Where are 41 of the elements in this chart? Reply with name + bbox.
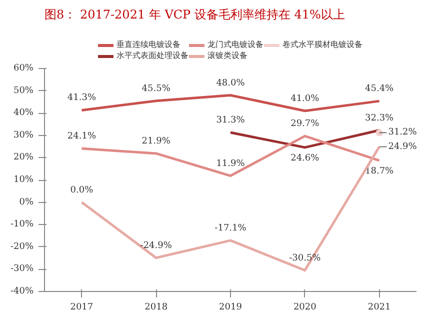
y-tick-label: -40% [10, 286, 34, 296]
data-label: 29.7% [290, 119, 320, 130]
data-label: 45.5% [142, 84, 171, 94]
data-label: 18.7% [365, 166, 394, 177]
data-label: 31.3% [216, 116, 246, 126]
data-label: 11.9% [216, 158, 246, 169]
data-label: 48.0% [216, 78, 246, 88]
data-label: 24.9% [388, 142, 418, 152]
legend-label: 龙门式电镀设备 [208, 39, 264, 50]
x-tick-label: 2021 [368, 302, 391, 312]
y-tick-label: -30% [10, 264, 34, 274]
legend-label: 卷式水平膜材电镀设备 [282, 39, 362, 50]
x-tick-label: 2019 [219, 302, 242, 312]
legend-label: 垂直连续电镀设备 [116, 39, 180, 50]
y-tick-label: 10% [13, 175, 34, 185]
x-tick-label: 2020 [293, 302, 317, 312]
y-tick-label: 40% [13, 108, 34, 118]
x-tick-label: 2017 [70, 302, 94, 312]
chart-title: 图8： 2017-2021 年 VCP 设备毛利率维持在 41%以上 [44, 8, 345, 22]
y-tick-label: 30% [13, 130, 34, 140]
data-label: -17.1% [214, 223, 247, 234]
y-tick-label: 20% [13, 152, 34, 163]
data-label: 24.6% [290, 153, 320, 164]
data-label: 45.4% [365, 84, 394, 94]
y-tick-label: -20% [10, 242, 34, 252]
legend-label: 滚镀类设备 [208, 50, 248, 61]
y-tick-label: -10% [10, 220, 34, 230]
data-label: 24.1% [67, 132, 96, 142]
x-tick-label: 2018 [144, 302, 168, 312]
data-label: 0.0% [70, 185, 94, 196]
y-tick-label: 50% [13, 86, 34, 96]
data-label: 32.3% [365, 113, 394, 124]
data-label: -24.9% [140, 240, 172, 251]
y-tick-label: 60% [13, 64, 34, 74]
data-label: 31.2% [388, 128, 418, 138]
legend-label: 水平式表面处理设备 [116, 50, 188, 61]
data-label: 41.0% [290, 94, 320, 104]
data-label: 21.9% [142, 136, 171, 146]
data-label: -30.5% [289, 253, 322, 264]
data-label: 41.3% [67, 93, 96, 104]
y-tick-label: 0% [19, 197, 34, 208]
